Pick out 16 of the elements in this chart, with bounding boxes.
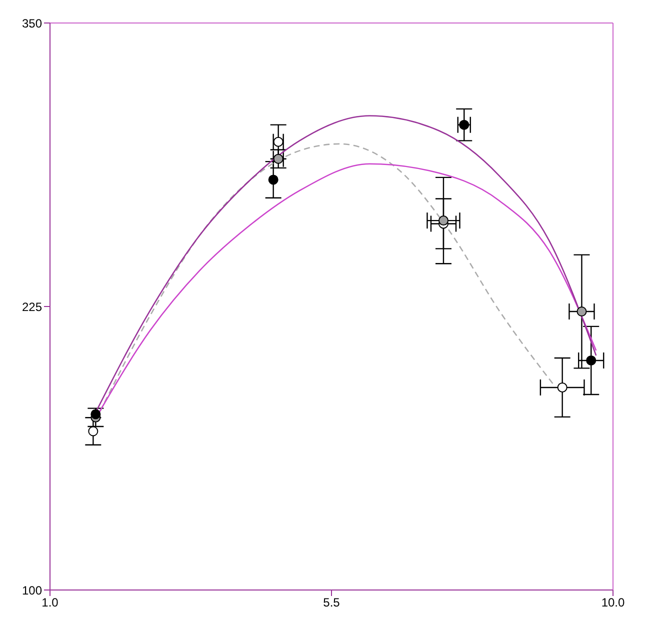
point xyxy=(268,174,278,185)
point xyxy=(557,382,568,392)
x-tick-label: 5.5 xyxy=(323,596,340,610)
point xyxy=(90,409,101,420)
point xyxy=(586,355,596,366)
point xyxy=(576,306,587,316)
y-tick-label: 225 xyxy=(22,300,42,314)
point xyxy=(438,216,448,226)
y-tick-label: 100 xyxy=(22,583,42,598)
x-tick-label: 1.0 xyxy=(42,596,59,610)
x-tick-label: 10.0 xyxy=(601,596,625,610)
y-tick-label: 350 xyxy=(22,16,42,30)
point xyxy=(273,136,284,147)
point xyxy=(273,154,284,164)
point xyxy=(88,426,98,436)
point xyxy=(459,120,470,130)
